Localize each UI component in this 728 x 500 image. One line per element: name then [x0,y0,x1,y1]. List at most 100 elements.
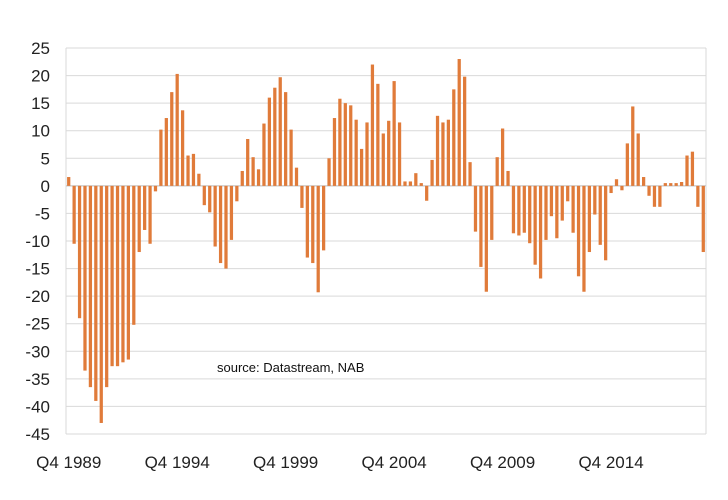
bar [679,182,684,186]
bar [696,185,700,207]
bar [300,185,304,208]
bar [593,185,597,215]
bar [273,87,277,186]
bar [186,155,190,186]
bar [121,185,125,363]
y-tick-label: -45 [25,425,50,444]
y-tick-label: -25 [25,315,50,334]
bar [620,185,624,191]
y-tick-label: 15 [31,94,50,113]
bar [251,157,255,186]
bar [457,59,461,186]
bar [658,185,662,207]
bar [669,183,673,186]
bar [148,185,152,244]
bar [322,185,326,251]
bar [674,183,678,186]
bar [397,122,402,186]
bar [170,92,174,186]
bar [370,64,375,186]
bar [153,185,158,192]
bar [208,185,212,213]
bar [652,185,657,207]
bar [604,185,608,261]
bar [403,181,407,186]
bar [246,138,250,186]
y-axis-ticks: 25 20 15 10 5 0 -5 -10 -15 -20 -25 -30 -35 -40 -45 [25,39,50,444]
bar [490,185,494,240]
x-tick-label: Q4 2014 [578,453,643,472]
bar [365,122,369,186]
bar [517,185,521,236]
bar [327,158,331,186]
bar [555,185,559,239]
bar [294,167,299,186]
bar [99,185,103,423]
bar [685,155,689,186]
bar [126,185,130,360]
x-tick-label: Q4 1994 [145,453,210,472]
bar [500,128,505,186]
y-tick-label: -15 [25,260,50,279]
bar [132,185,136,325]
y-tick-label: -30 [25,342,50,361]
bar [544,185,548,240]
bar [235,185,239,202]
y-tick-label: 5 [41,149,50,168]
bar [256,169,261,186]
bar [202,185,206,206]
bar [110,185,114,367]
y-tick-label: 20 [31,67,50,86]
bar [538,185,543,279]
y-tick-label: 0 [41,177,50,196]
bar [408,181,413,186]
source-annotation: source: Datastream, NAB [217,360,364,375]
bar [284,92,288,186]
bar [224,185,228,269]
bar [419,183,423,186]
bar [533,185,537,265]
bar [349,105,353,186]
bar [67,177,71,186]
bar [359,148,364,186]
bar [609,185,613,194]
bar [164,118,168,186]
bar [522,185,526,233]
bar [468,162,472,186]
bar [191,153,196,186]
bar [484,185,488,292]
bar [576,185,581,277]
bar [473,185,478,232]
bar [94,185,98,401]
bar [381,133,385,186]
bar [311,185,315,264]
y-tick-label: -40 [25,397,50,416]
bar [425,185,429,201]
bar [218,185,223,264]
bar [343,103,347,186]
gridlines [65,47,707,435]
bar [88,185,93,388]
bar [571,185,575,233]
bar [463,76,467,186]
bar [175,73,179,186]
bar [115,185,120,367]
bar [262,123,266,186]
bar [452,89,456,186]
bar [143,185,147,230]
bar [614,179,619,186]
bar [625,143,629,186]
bar [240,170,244,186]
x-tick-label: Q4 1989 [36,453,101,472]
bar [511,185,516,234]
y-tick-label: -35 [25,370,50,389]
y-tick-label: 10 [31,122,50,141]
bar [316,185,320,293]
bar [414,173,418,186]
bar [441,122,445,186]
bar [582,185,586,292]
bar [72,185,76,244]
x-axis-ticks: Q4 1989 Q4 1994 Q4 1999 Q4 2004 Q4 2009 Q4 20… [36,453,644,472]
y-tick-label: -10 [25,232,50,251]
